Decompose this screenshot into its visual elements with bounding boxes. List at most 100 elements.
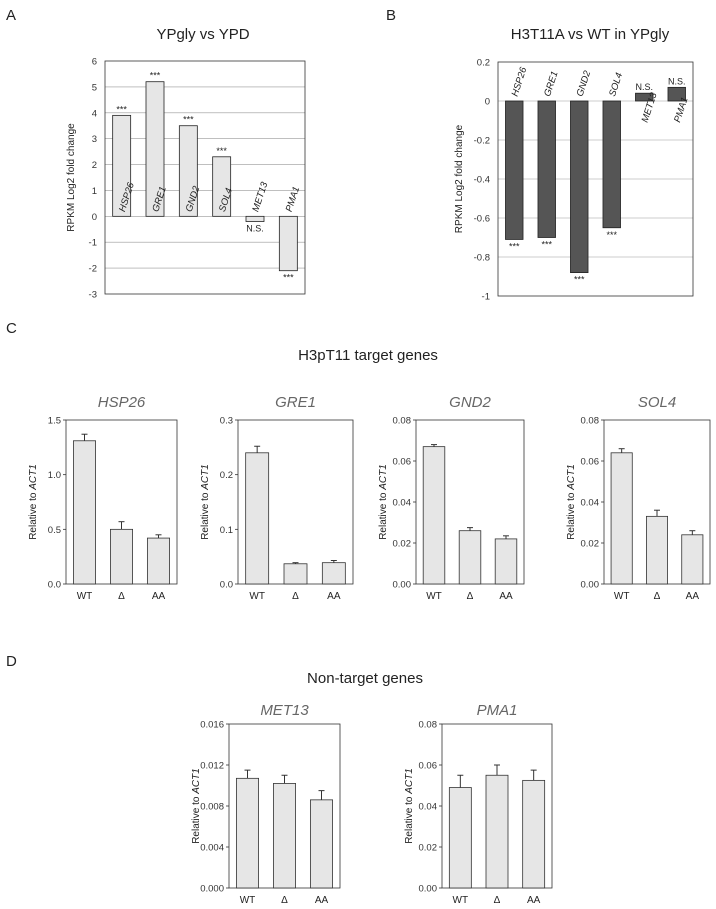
y-axis-label-gene: ACT1 [404,768,415,795]
significance-label: *** [541,240,552,250]
y-tick-label: 0.02 [581,539,600,550]
bar [602,100,621,229]
significance-label: *** [509,241,520,251]
bar [610,452,633,585]
y-axis-label-prefix: Relative to [200,490,211,540]
y-tick-label: -0.6 [474,214,490,225]
x-tick-label: WT [77,591,93,602]
bar [309,799,333,889]
y-tick-label: 4 [92,108,97,119]
y-tick-label: -0.8 [474,253,490,264]
significance-label: N.S. [635,82,653,92]
plot-frame [104,60,306,295]
chart-title: SOL4 [638,394,676,411]
x-tick-label: AA [686,591,700,602]
bar [73,440,97,585]
y-tick-label: -1 [482,292,490,303]
significance-label: N.S. [246,224,264,234]
bar [212,156,232,217]
bar [235,777,259,889]
section-c-title: H3pT11 target genes [298,347,438,364]
y-axis-label-gene: ACT1 [378,464,389,491]
bar [422,446,446,585]
y-axis-label: Relative to ACT1 [378,464,389,540]
y-axis-label: Relative to ACT1 [191,768,202,844]
y-tick-label: 0.06 [419,761,438,772]
x-tick-label: Δ [467,591,474,602]
bar [245,452,270,585]
y-tick-label: 0.2 [220,470,233,481]
y-tick-label: 0.08 [581,416,600,427]
y-axis-label-gene: ACT1 [191,768,202,795]
x-tick-label: WT [453,895,469,906]
section-d-title: Non-target genes [307,670,423,687]
significance-label: *** [216,146,227,156]
y-axis-label-prefix: Relative to [191,794,202,844]
x-tick-label: WT [614,591,630,602]
y-tick-label: 0.02 [393,539,412,550]
y-axis-label-prefix: Relative to [378,490,389,540]
bar [272,783,296,889]
y-axis-label-prefix: Relative to [566,490,577,540]
bar [278,215,298,272]
gene-label: PMA1 [284,185,302,213]
section-c-letter: C [6,320,17,337]
chart-title: GRE1 [275,394,316,411]
bar [145,81,165,217]
x-tick-label: WT [249,591,265,602]
y-tick-label: 0.08 [419,720,438,731]
y-tick-label: -2 [89,264,97,275]
y-axis-label-gene: ACT1 [28,464,39,491]
bar [458,530,482,585]
chart-title: HSP26 [98,394,146,411]
gene-label: MET13 [250,180,270,213]
chart-title: GND2 [449,394,491,411]
y-tick-label: 0.06 [393,457,412,468]
y-tick-label: 0 [92,212,97,223]
gene-label: GND2 [575,69,594,98]
bar [178,125,198,217]
bar [537,100,556,238]
bar [448,787,472,889]
y-axis-label-prefix: Relative to [28,490,39,540]
significance-label: *** [116,104,127,114]
y-axis-label: RPKM Log2 fold change [454,124,465,233]
gene-label: HSP26 [510,65,530,98]
y-tick-label: 6 [92,57,97,68]
y-tick-label: 0.000 [200,884,224,895]
y-tick-label: 0.06 [581,457,600,468]
x-tick-label: Δ [118,591,125,602]
x-tick-label: AA [499,591,513,602]
x-tick-label: AA [315,895,329,906]
significance-label: *** [183,115,194,125]
y-tick-label: 0.04 [393,498,412,509]
y-tick-label: 0 [485,97,490,108]
y-tick-label: 0.0 [220,580,233,591]
y-tick-label: 0.08 [393,416,412,427]
y-tick-label: 0.004 [200,843,224,854]
bar [110,528,134,585]
y-axis-label-gene: ACT1 [566,464,577,491]
chart-title: H3T11A vs WT in YPgly [511,26,670,43]
y-tick-label: 2 [92,160,97,171]
y-tick-label: 0.016 [200,720,224,731]
significance-label: *** [283,273,294,283]
section-d-letter: D [6,653,17,670]
x-tick-label: Δ [494,895,501,906]
y-axis-label: Relative to ACT1 [200,464,211,540]
x-tick-label: AA [152,591,166,602]
y-tick-label: 0.008 [200,802,224,813]
bar [505,100,524,240]
gene-label: SOL4 [607,71,625,98]
bar [112,114,132,217]
y-tick-label: 0.012 [200,761,224,772]
bar [570,100,589,274]
y-axis-label: Relative to ACT1 [566,464,577,540]
significance-label: *** [574,275,585,285]
y-tick-label: 0.5 [48,525,61,536]
significance-label: N.S. [668,76,686,86]
y-tick-label: -0.2 [474,136,490,147]
bar [681,534,704,585]
x-tick-label: Δ [654,591,661,602]
significance-label: *** [150,71,161,81]
